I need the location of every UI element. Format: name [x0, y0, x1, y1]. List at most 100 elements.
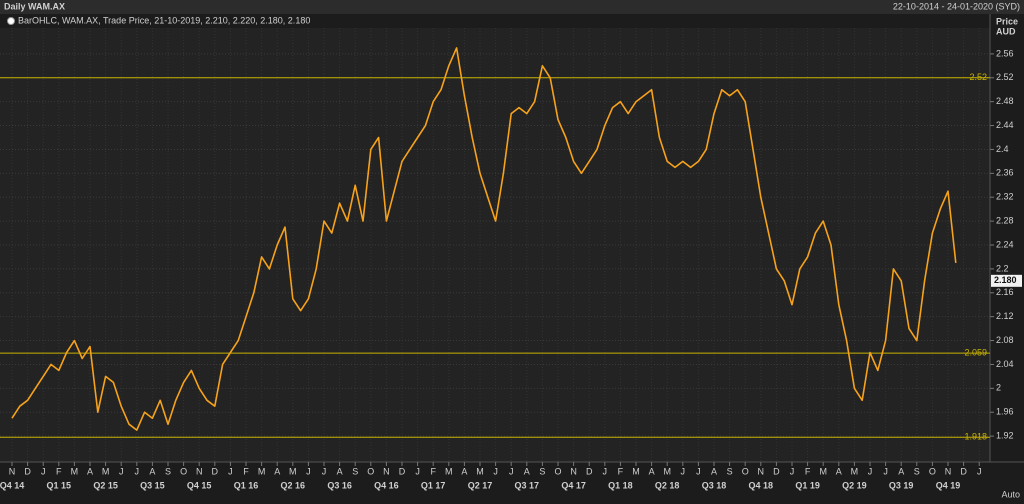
x-tick-label: F	[430, 466, 436, 476]
level-label: 2.52	[969, 72, 987, 82]
x-tick-label: J	[977, 466, 982, 476]
x-tick-label: S	[352, 466, 358, 476]
x-tick-label: J	[135, 466, 140, 476]
legend-icon[interactable]	[7, 17, 15, 25]
y-tick-label: 2.12	[996, 311, 1014, 321]
x-tick-label: A	[898, 466, 904, 476]
y-axis-label: Price	[996, 16, 1018, 26]
quarter-label: Q2 16	[281, 480, 306, 490]
x-tick-label: F	[805, 466, 811, 476]
quarter-label: Q1 17	[421, 480, 446, 490]
x-tick-label: N	[570, 466, 577, 476]
x-tick-label: O	[554, 466, 561, 476]
x-tick-label: O	[367, 466, 374, 476]
x-tick-label: N	[9, 466, 16, 476]
level-label: 1.918	[964, 432, 987, 442]
x-tick-label: M	[632, 466, 640, 476]
x-tick-label: A	[87, 466, 93, 476]
x-tick-label: D	[586, 466, 593, 476]
x-tick-label: A	[461, 466, 467, 476]
y-tick-label: 2.48	[996, 96, 1014, 106]
x-tick-label: A	[149, 466, 155, 476]
x-tick-label: M	[71, 466, 79, 476]
x-tick-label: F	[618, 466, 624, 476]
chart-title: Daily WAM.AX	[4, 1, 65, 11]
quarter-label: Q4 16	[374, 480, 399, 490]
quarter-label: Q3 19	[889, 480, 914, 490]
y-tick-label: 2.52	[996, 72, 1014, 82]
x-tick-label: S	[539, 466, 545, 476]
quarter-label: Q4 18	[749, 480, 774, 490]
quarter-label: Q1 18	[608, 480, 633, 490]
x-tick-label: J	[322, 466, 327, 476]
x-tick-label: J	[119, 466, 124, 476]
y-tick-label: 1.96	[996, 407, 1014, 417]
x-tick-label: S	[727, 466, 733, 476]
last-price-box	[991, 274, 1022, 287]
x-tick-label: M	[445, 466, 453, 476]
y-tick-label: 2.16	[996, 287, 1014, 297]
x-tick-label: J	[883, 466, 888, 476]
y-tick-label: 2.36	[996, 168, 1014, 178]
x-tick-label: A	[836, 466, 842, 476]
y-tick-label: 2.44	[996, 120, 1014, 130]
x-tick-label: J	[681, 466, 686, 476]
quarter-label: Q3 17	[515, 480, 540, 490]
quarter-label: Q1 19	[795, 480, 820, 490]
auto-button[interactable]: Auto	[1001, 489, 1020, 499]
y-tick-label: 2.08	[996, 335, 1014, 345]
y-tick-label: 1.92	[996, 430, 1014, 440]
x-tick-label: J	[868, 466, 873, 476]
x-tick-label: D	[773, 466, 780, 476]
y-tick-label: 2.28	[996, 215, 1014, 225]
y-tick-label: 2.4	[996, 144, 1009, 154]
x-tick-label: A	[711, 466, 717, 476]
price-line	[11, 47, 957, 431]
x-tick-label: J	[790, 466, 795, 476]
x-tick-label: F	[56, 466, 62, 476]
y-tick-label: 2	[996, 383, 1001, 393]
quarter-label: Q3 16	[327, 480, 352, 490]
x-tick-label: D	[212, 466, 219, 476]
x-tick-label: O	[742, 466, 749, 476]
x-tick-label: N	[945, 466, 952, 476]
x-tick-label: F	[243, 466, 249, 476]
quarter-label: Q2 19	[842, 480, 867, 490]
x-tick-label: M	[476, 466, 484, 476]
x-tick-label: A	[649, 466, 655, 476]
x-tick-label: M	[851, 466, 859, 476]
quarter-label: Q4 17	[561, 480, 586, 490]
quarter-label: Q1 15	[47, 480, 72, 490]
x-tick-label: J	[415, 466, 420, 476]
x-tick-label: M	[102, 466, 110, 476]
x-tick-label: J	[228, 466, 233, 476]
quarter-label: Q4 19	[936, 480, 961, 490]
x-tick-label: M	[258, 466, 266, 476]
quarter-label: Q4 15	[187, 480, 212, 490]
x-tick-label: D	[24, 466, 31, 476]
x-tick-label: D	[399, 466, 406, 476]
y-tick-label: 2.56	[996, 48, 1014, 58]
y-tick-label: 2.2	[996, 263, 1009, 273]
date-range: 22-10-2014 - 24-01-2020 (SYD)	[893, 1, 1020, 11]
x-tick-label: D	[960, 466, 967, 476]
x-tick-label: N	[383, 466, 390, 476]
level-label: 2.059	[964, 347, 987, 357]
quarter-label: Q3 18	[702, 480, 727, 490]
quarter-label: Q4 14	[0, 480, 24, 490]
y-tick-label: 2.24	[996, 239, 1014, 249]
quarter-label: Q2 17	[468, 480, 493, 490]
x-tick-label: N	[758, 466, 765, 476]
x-tick-label: J	[603, 466, 608, 476]
x-tick-label: M	[819, 466, 827, 476]
x-tick-label: J	[306, 466, 311, 476]
x-tick-label: J	[41, 466, 46, 476]
quarter-label: Q3 15	[140, 480, 165, 490]
x-tick-label: J	[493, 466, 498, 476]
last-price-label: 2.180	[994, 275, 1017, 285]
quarter-label: Q2 18	[655, 480, 680, 490]
quarter-label: Q1 16	[234, 480, 259, 490]
x-tick-label: A	[524, 466, 530, 476]
